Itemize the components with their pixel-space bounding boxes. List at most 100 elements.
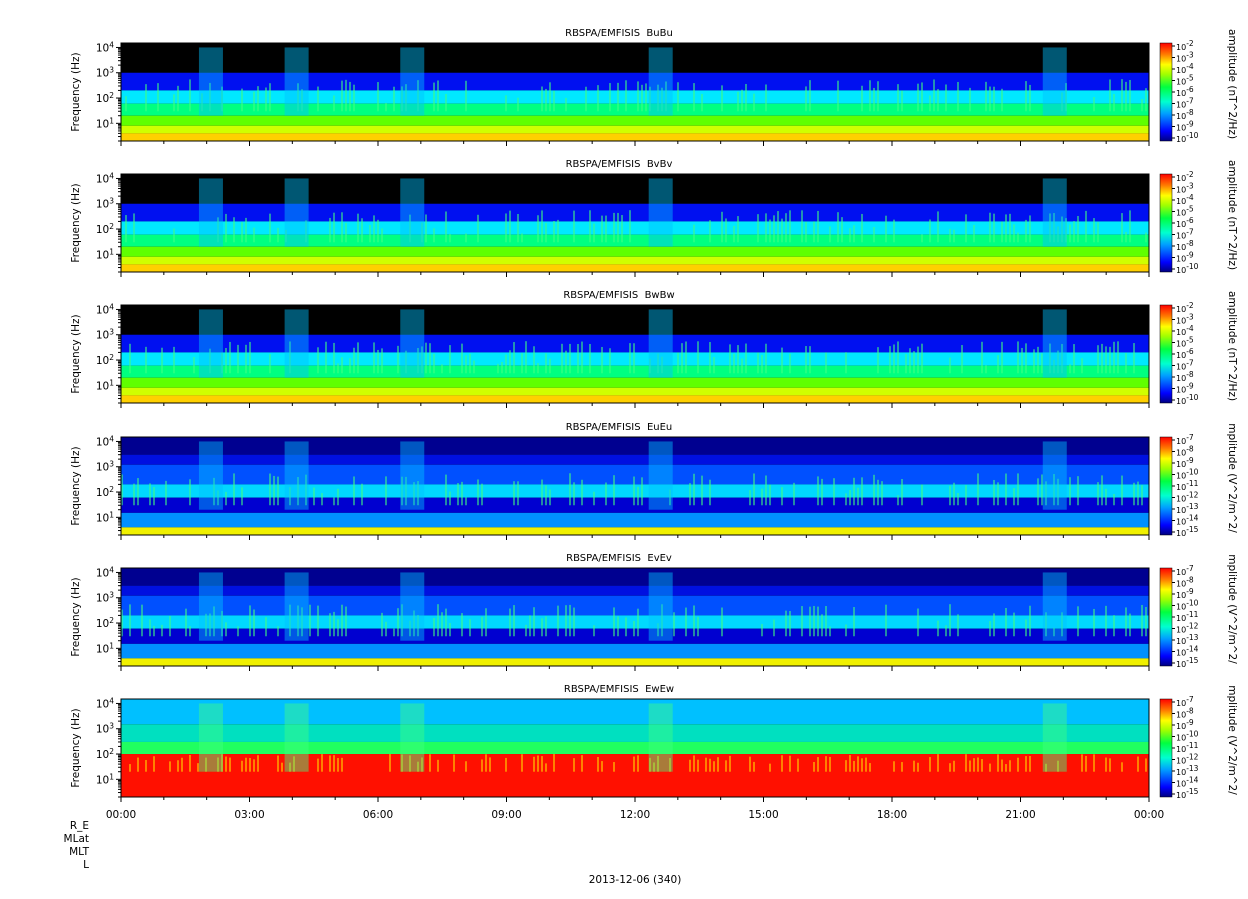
x-tick-label: 21:00 bbox=[1005, 809, 1035, 821]
colorbar: 10-710-810-910-1010-1110-1210-1310-1410-… bbox=[1159, 554, 1238, 669]
colorbar-tick-label: 10-9 bbox=[1176, 718, 1194, 731]
spectral-band bbox=[121, 387, 1149, 396]
spectral-band bbox=[121, 699, 1149, 725]
colorbar-tick-label: 10-8 bbox=[1176, 445, 1194, 458]
colorbar-tick-label: 10-9 bbox=[1176, 382, 1194, 395]
colorbar-tick-label: 10-3 bbox=[1176, 51, 1194, 64]
colorbar-tick-label: 10-5 bbox=[1176, 74, 1194, 87]
colorbar-tick-label: 10-4 bbox=[1176, 193, 1194, 206]
y-axis-label: Frequency (Hz) bbox=[70, 446, 82, 525]
spectral-texture bbox=[121, 604, 1147, 637]
colorbar-tick-label: 10-9 bbox=[1176, 456, 1194, 469]
colorbar-gradient bbox=[1159, 567, 1173, 667]
colorbar-tick-label: 10-8 bbox=[1176, 108, 1194, 121]
colorbar-tick-label: 10-13 bbox=[1176, 502, 1199, 515]
spectral-band bbox=[121, 264, 1149, 272]
y-tick-label: 101 bbox=[96, 378, 114, 392]
spectral-texture bbox=[121, 473, 1143, 506]
emission-burst bbox=[1042, 47, 1067, 116]
colorbar-tick-label: 10-12 bbox=[1176, 491, 1199, 504]
colorbar-tick-label: 10-7 bbox=[1176, 695, 1194, 708]
colorbar-tick-label: 10-11 bbox=[1176, 741, 1199, 754]
colorbar-gradient bbox=[1159, 304, 1173, 404]
spectral-band bbox=[121, 246, 1149, 257]
ephemeris-label-re: R_E bbox=[69, 820, 89, 832]
y-tick-label: 101 bbox=[96, 116, 114, 130]
emission-burst bbox=[648, 572, 673, 641]
colorbar-tick-label: 10-13 bbox=[1176, 633, 1199, 646]
y-tick-label: 102 bbox=[96, 485, 114, 499]
colorbar-tick-label: 10-9 bbox=[1176, 251, 1194, 264]
emission-burst bbox=[648, 47, 673, 116]
emission-burst bbox=[284, 703, 309, 772]
spectral-band bbox=[121, 377, 1149, 388]
y-tick-label: 102 bbox=[96, 747, 114, 761]
emission-burst bbox=[1042, 309, 1067, 378]
emission-burst bbox=[400, 47, 425, 116]
emission-burst bbox=[198, 572, 223, 641]
emission-burst bbox=[400, 441, 425, 510]
emission-burst bbox=[198, 309, 223, 378]
colorbar-gradient bbox=[1159, 173, 1173, 273]
emission-burst bbox=[284, 309, 309, 378]
emission-burst bbox=[1042, 441, 1067, 510]
colorbar-tick-label: 10-8 bbox=[1176, 239, 1194, 252]
colorbar-gradient bbox=[1159, 42, 1173, 142]
colorbar-tick-label: 10-11 bbox=[1176, 479, 1199, 492]
spectral-band bbox=[121, 437, 1149, 455]
y-tick-label: 104 bbox=[96, 171, 114, 185]
colorbar-tick-label: 10-15 bbox=[1176, 787, 1199, 800]
x-tick-label: 12:00 bbox=[620, 809, 650, 821]
spectral-band bbox=[121, 395, 1149, 403]
y-axis-label: Frequency (Hz) bbox=[70, 708, 82, 787]
y-tick-label: 104 bbox=[96, 434, 114, 448]
colorbar: 10-210-310-410-510-610-710-810-910-10 amp… bbox=[1159, 160, 1238, 275]
colorbar-tick-label: 10-4 bbox=[1176, 324, 1194, 337]
y-tick-label: 104 bbox=[96, 565, 114, 579]
spectral-band bbox=[121, 527, 1149, 535]
panel-title: RBSPA/EMFISIS EuEu bbox=[566, 422, 673, 433]
colorbar-tick-label: 10-2 bbox=[1176, 170, 1194, 183]
colorbar-tick-label: 10-2 bbox=[1176, 301, 1194, 314]
ephemeris-label-mlat: MLat bbox=[63, 833, 89, 845]
colorbar-gradient bbox=[1159, 698, 1173, 798]
colorbar: 10-210-310-410-510-610-710-810-910-10 amp… bbox=[1159, 29, 1238, 144]
colorbar-label: mplitude (V^2/m^2/ bbox=[1226, 423, 1238, 533]
emission-burst bbox=[400, 309, 425, 378]
y-tick-label: 103 bbox=[96, 66, 114, 80]
spectral-texture bbox=[125, 210, 1147, 243]
emission-burst bbox=[400, 572, 425, 641]
colorbar-tick-label: 10-9 bbox=[1176, 587, 1194, 600]
emission-burst bbox=[284, 47, 309, 116]
colorbar-tick-label: 10-7 bbox=[1176, 97, 1194, 110]
colorbar-tick-label: 10-6 bbox=[1176, 85, 1194, 98]
colorbar: 10-710-810-910-1010-1110-1210-1310-1410-… bbox=[1159, 423, 1238, 538]
date-label: 2013-12-06 (340) bbox=[588, 874, 682, 886]
y-axis-label: Frequency (Hz) bbox=[70, 52, 82, 131]
x-tick-label: 03:00 bbox=[234, 809, 264, 821]
spectral-band bbox=[121, 174, 1149, 204]
spectral-band bbox=[121, 512, 1149, 528]
y-tick-label: 102 bbox=[96, 616, 114, 630]
y-tick-label: 102 bbox=[96, 353, 114, 367]
colorbar-tick-label: 10-5 bbox=[1176, 336, 1194, 349]
spectrogram-panel-1: RBSPA/EMFISIS BuBu 101 102 103 104 Frequency … bbox=[70, 28, 1238, 146]
colorbar-label: amplitude (nT^2/Hz) bbox=[1226, 160, 1238, 270]
spectral-band bbox=[121, 658, 1149, 666]
y-tick-label: 103 bbox=[96, 197, 114, 211]
time-axis: 00:00 03:00 06:00 09:00 12:00 15:00 18:00 21:00… bbox=[106, 809, 1164, 821]
y-tick-label: 101 bbox=[96, 641, 114, 655]
spectral-texture bbox=[125, 79, 1147, 112]
panel-title: RBSPA/EMFISIS BwBw bbox=[563, 290, 674, 301]
colorbar-label: mplitude (V^2/m^2/ bbox=[1226, 554, 1238, 664]
y-tick-label: 104 bbox=[96, 696, 114, 710]
spectral-band bbox=[121, 585, 1149, 596]
emission-burst bbox=[198, 441, 223, 510]
colorbar-tick-label: 10-10 bbox=[1176, 131, 1199, 144]
colorbar-tick-label: 10-10 bbox=[1176, 730, 1199, 743]
emission-burst bbox=[284, 178, 309, 247]
colorbar-tick-label: 10-3 bbox=[1176, 182, 1194, 195]
colorbar-label: amplitude (nT^2/Hz) bbox=[1226, 291, 1238, 401]
spectral-band bbox=[121, 256, 1149, 265]
